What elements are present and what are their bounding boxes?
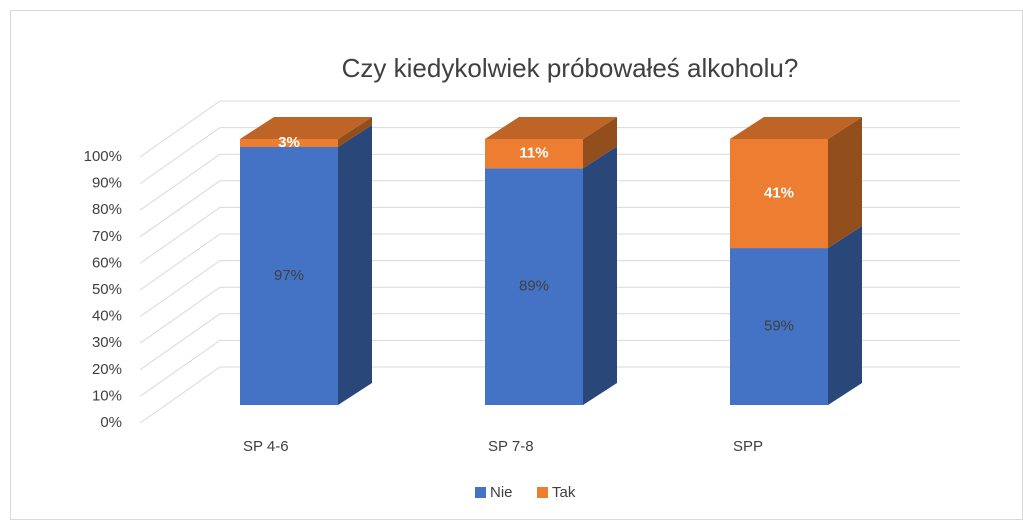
grid-line	[139, 260, 960, 318]
chart-title: Czy kiedykolwiek próbowałeś alkoholu?	[342, 53, 799, 83]
y-tick-label: 100%	[84, 148, 122, 165]
bar-top	[240, 117, 372, 139]
y-tick-label: 10%	[92, 387, 122, 404]
grid-line	[139, 366, 960, 424]
bar-side	[828, 226, 862, 405]
y-tick-label: 30%	[92, 334, 122, 351]
y-tick-label: 60%	[92, 254, 122, 271]
grid-line	[139, 339, 960, 397]
data-label: 59%	[764, 317, 794, 334]
y-tick-label: 90%	[92, 175, 122, 192]
bar-top	[485, 117, 617, 139]
data-label: 89%	[519, 278, 549, 295]
bar-side	[338, 124, 372, 405]
grid-line	[139, 286, 960, 344]
x-tick-label: SPP	[733, 438, 763, 455]
bar-segment	[485, 139, 583, 169]
grid-line	[139, 180, 960, 238]
bar-top	[730, 117, 862, 139]
x-tick-label: SP 7-8	[488, 438, 534, 455]
grid-line	[139, 206, 960, 264]
legend-swatch	[475, 487, 486, 498]
grid-line	[139, 100, 960, 158]
bar-side	[338, 117, 372, 147]
legend-label: Tak	[552, 484, 576, 501]
data-label: 97%	[274, 267, 304, 284]
bar-segment	[485, 168, 583, 405]
bar-segment	[240, 139, 338, 147]
y-tick-label: 0%	[100, 414, 122, 431]
data-label: 3%	[278, 134, 300, 151]
grid-line	[139, 233, 960, 291]
y-tick-label: 80%	[92, 201, 122, 218]
x-tick-label: SP 4-6	[243, 438, 289, 455]
grid-line	[139, 313, 960, 371]
y-tick-label: 20%	[92, 361, 122, 378]
grid-line	[139, 153, 960, 211]
bar-side	[828, 117, 862, 249]
y-tick-label: 40%	[92, 308, 122, 325]
bar-side	[583, 117, 617, 169]
bar-side	[583, 146, 617, 405]
y-tick-label: 70%	[92, 228, 122, 245]
grid-line	[139, 127, 960, 185]
data-label: 11%	[519, 145, 548, 162]
y-tick-label: 50%	[92, 281, 122, 298]
bar-segment	[240, 146, 338, 406]
data-label: 41%	[764, 184, 794, 201]
bar-segment	[730, 139, 828, 249]
legend-label: Nie	[490, 484, 513, 501]
legend-swatch	[537, 487, 548, 498]
bar-segment	[730, 248, 828, 405]
